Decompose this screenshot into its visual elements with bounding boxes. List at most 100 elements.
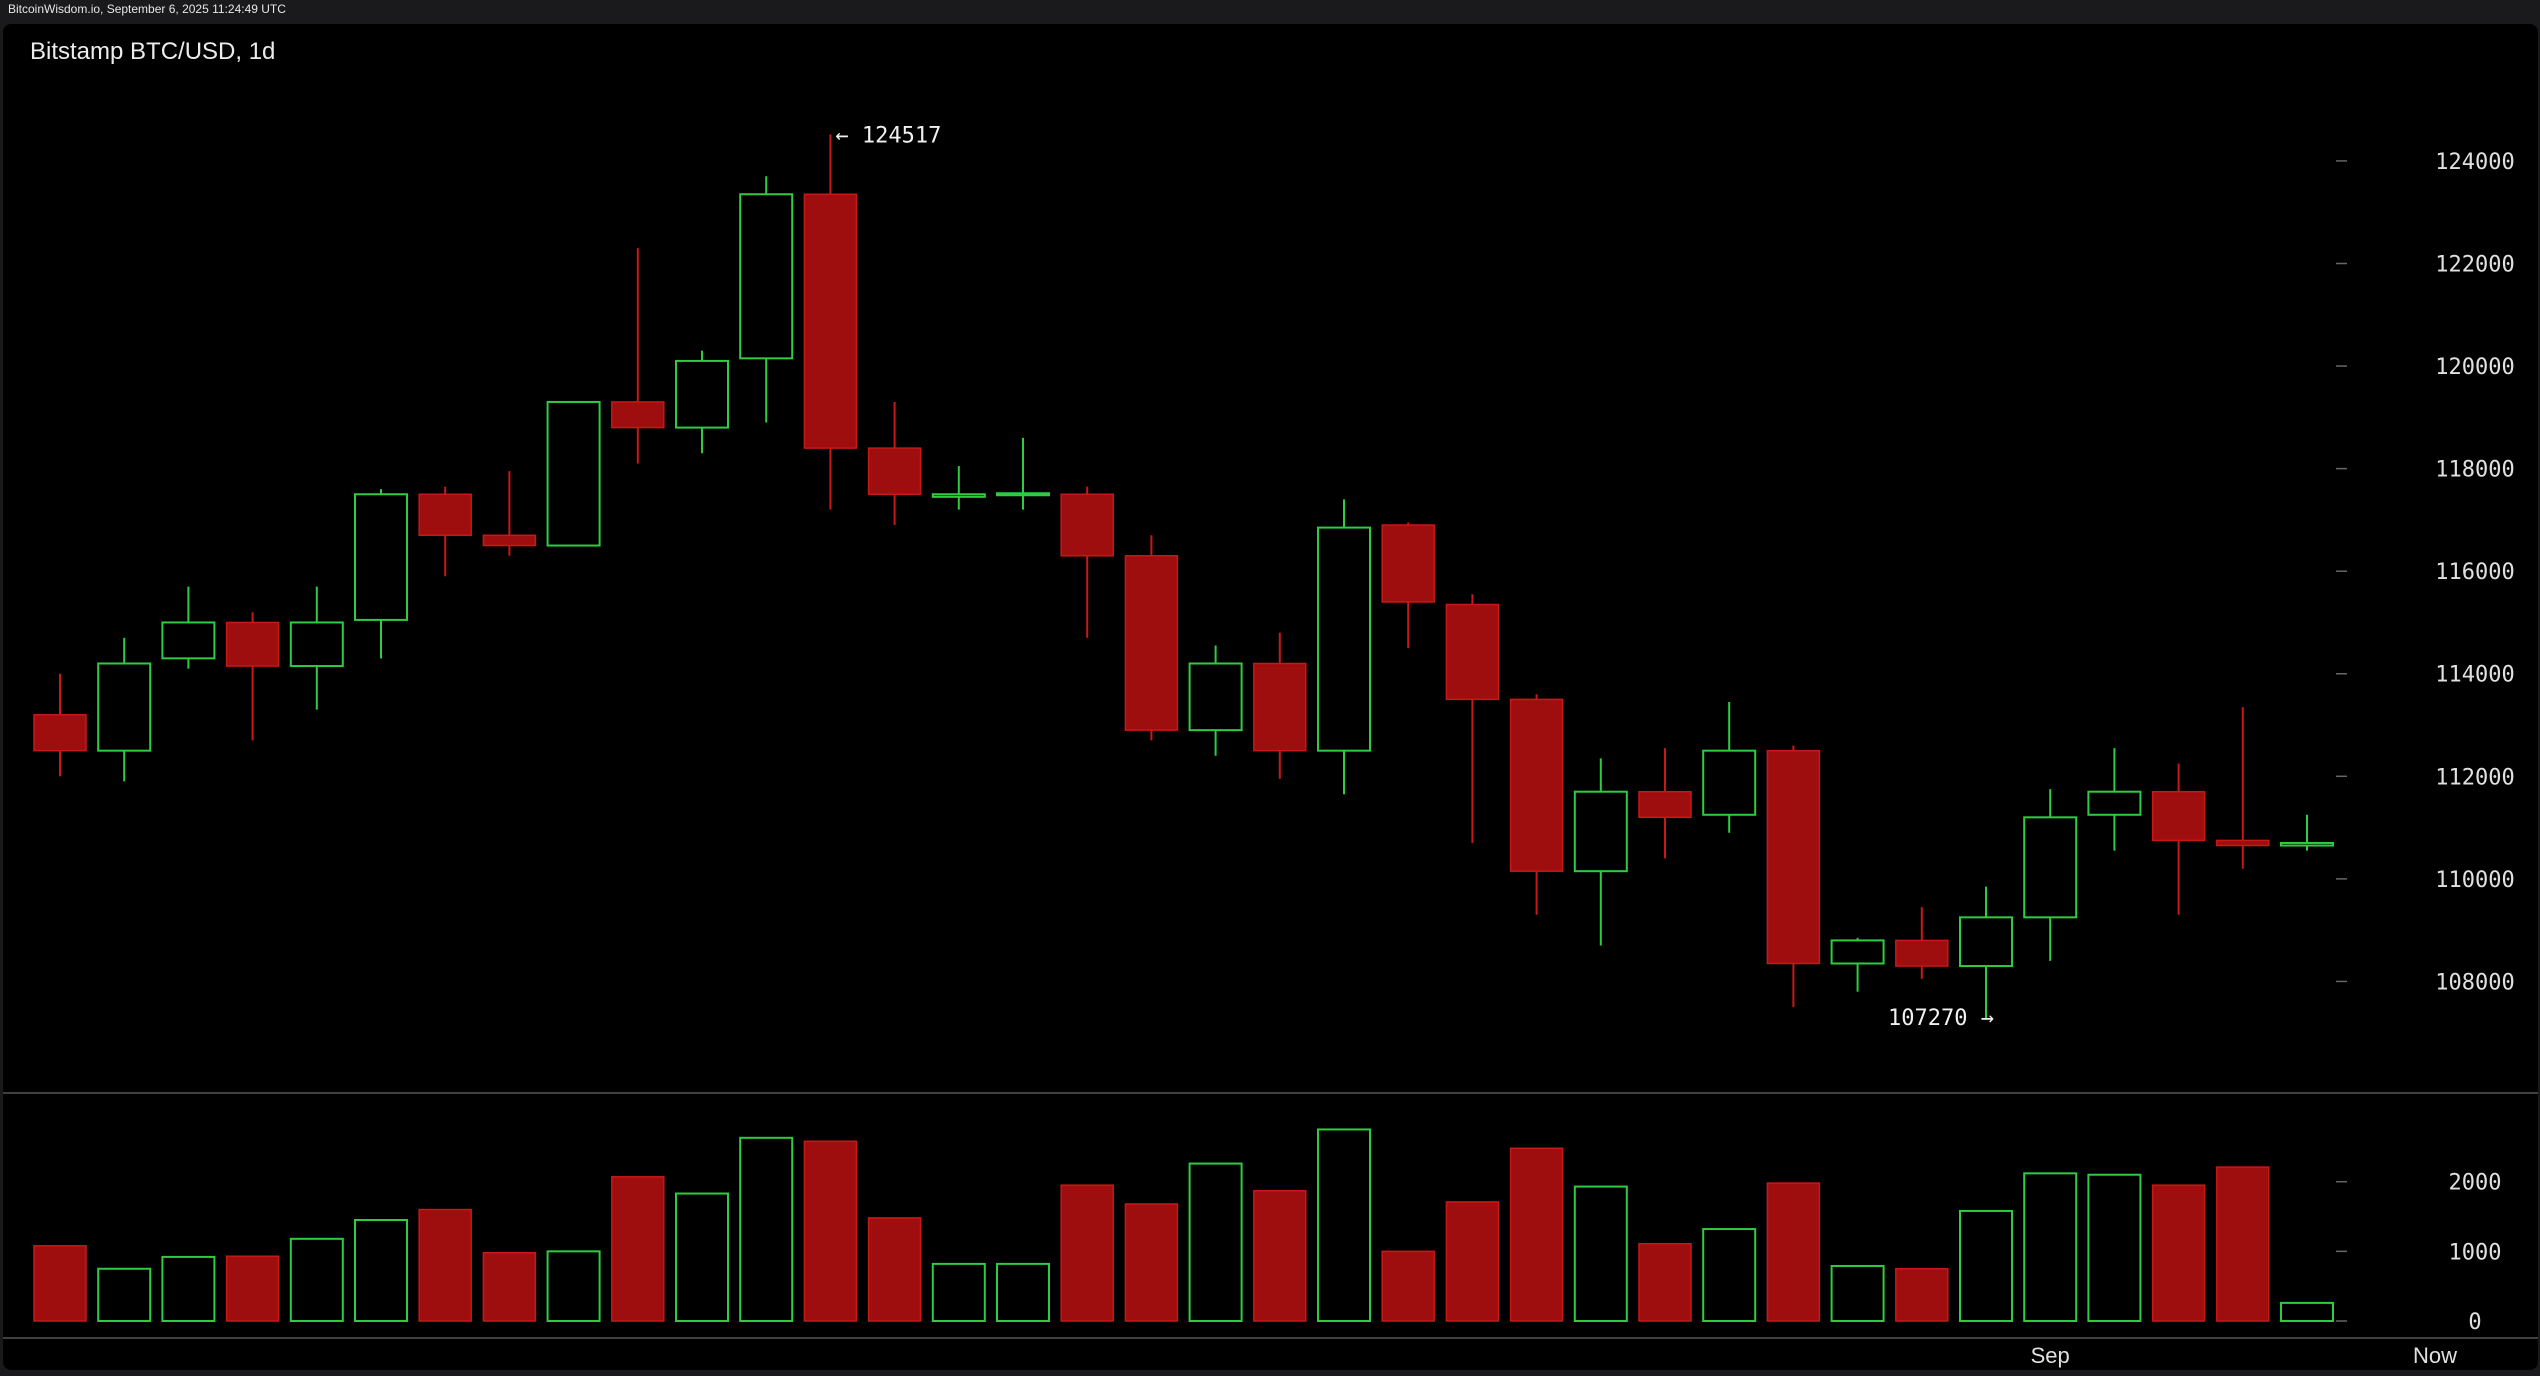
candle-body-up[interactable]: [1830, 939, 1885, 965]
volume-bar-up[interactable]: [996, 1262, 1050, 1323]
candle-body-up[interactable]: [2023, 816, 2078, 919]
candle[interactable]: [867, 401, 922, 526]
candle[interactable]: [1638, 748, 1692, 859]
candle[interactable]: [1445, 594, 1500, 843]
candle[interactable]: [2087, 748, 2142, 851]
candle[interactable]: [1895, 907, 1949, 979]
volume-bar-down[interactable]: [1445, 1201, 1500, 1322]
candle[interactable]: [611, 248, 665, 464]
candle-body-down[interactable]: [482, 534, 537, 547]
volume-bar-up[interactable]: [1573, 1185, 1628, 1323]
candle-body-up[interactable]: [289, 621, 344, 668]
volume-bar-down[interactable]: [1060, 1184, 1114, 1322]
candle[interactable]: [675, 350, 729, 454]
volume-bar-up[interactable]: [289, 1237, 344, 1322]
volume-bar-up[interactable]: [931, 1262, 986, 1323]
volume-bar-down[interactable]: [1124, 1203, 1179, 1322]
candle[interactable]: [1253, 632, 1307, 779]
volume-bar-up[interactable]: [2023, 1172, 2078, 1323]
volume-bar-down[interactable]: [611, 1176, 665, 1322]
volume-bar-up[interactable]: [2087, 1173, 2142, 1322]
volume-bar-down[interactable]: [1895, 1268, 1949, 1322]
volume-bar-up[interactable]: [1702, 1228, 1757, 1322]
candle[interactable]: [1124, 535, 1179, 741]
candle[interactable]: [1317, 499, 1371, 795]
candle[interactable]: [1188, 645, 1243, 756]
candle[interactable]: [2023, 789, 2078, 961]
candle-body-up[interactable]: [97, 662, 152, 752]
volume-bar-up[interactable]: [161, 1255, 216, 1322]
candle-body-down[interactable]: [803, 193, 858, 449]
candle-body-down[interactable]: [225, 621, 280, 667]
candle[interactable]: [1573, 758, 1628, 946]
volume-bar-down[interactable]: [1381, 1250, 1435, 1322]
volume-bar-down[interactable]: [1253, 1189, 1307, 1322]
candle[interactable]: [1060, 486, 1114, 638]
candle[interactable]: [225, 612, 280, 741]
candle-body-up[interactable]: [996, 492, 1050, 497]
candle-body-down[interactable]: [2216, 839, 2270, 847]
chart-panel[interactable]: 108000 110000 112000 114000 116000 118000 1200…: [3, 24, 2538, 1370]
candle[interactable]: [803, 134, 858, 510]
candle-body-down[interactable]: [1381, 524, 1435, 603]
candle-body-down[interactable]: [1895, 939, 1949, 967]
candle[interactable]: [931, 466, 986, 510]
candle-body-down[interactable]: [1509, 698, 1564, 872]
volume-bar-down[interactable]: [867, 1217, 922, 1322]
candle[interactable]: [2216, 707, 2270, 869]
candle[interactable]: [161, 586, 216, 669]
candle-body-down[interactable]: [1253, 662, 1307, 752]
candle-body-down[interactable]: [1766, 749, 1821, 965]
volume-bar-down[interactable]: [33, 1245, 87, 1322]
candle[interactable]: [1959, 886, 2013, 1019]
candle[interactable]: [996, 437, 1050, 510]
candle-body-up[interactable]: [2280, 841, 2334, 847]
candle-body-up[interactable]: [739, 193, 794, 360]
candle-body-down[interactable]: [611, 401, 665, 429]
candle[interactable]: [1766, 745, 1821, 1008]
candle-body-up[interactable]: [2087, 790, 2142, 816]
candle-body-up[interactable]: [161, 621, 216, 660]
candle-body-down[interactable]: [1060, 493, 1114, 557]
volume-bar-down[interactable]: [2216, 1166, 2270, 1322]
candle-body-down[interactable]: [33, 714, 87, 752]
volume-bar-up[interactable]: [1830, 1264, 1885, 1322]
candle-body-up[interactable]: [1317, 526, 1371, 752]
candle[interactable]: [546, 400, 601, 547]
volume-bar-up[interactable]: [739, 1136, 794, 1322]
candle[interactable]: [482, 471, 537, 556]
candle[interactable]: [1509, 694, 1564, 915]
candle-body-up[interactable]: [1188, 662, 1243, 732]
volume-bar-down[interactable]: [418, 1208, 472, 1322]
volume-bar-down[interactable]: [225, 1255, 280, 1322]
candle-body-down[interactable]: [1445, 603, 1500, 701]
candle-body-up[interactable]: [354, 493, 408, 621]
volume-bar-up[interactable]: [675, 1192, 729, 1322]
candle[interactable]: [354, 489, 408, 659]
volume-bar-up[interactable]: [1959, 1209, 2013, 1322]
volume-bar-up[interactable]: [97, 1267, 152, 1323]
volume-bars[interactable]: [33, 1128, 2334, 1323]
candle[interactable]: [289, 586, 344, 710]
volume-bar-up[interactable]: [546, 1250, 601, 1323]
candlestick-chart[interactable]: 108000 110000 112000 114000 116000 118000 1200…: [3, 24, 2538, 1370]
candle-body-up[interactable]: [675, 359, 729, 429]
volume-bar-up[interactable]: [2280, 1301, 2334, 1322]
candle-body-down[interactable]: [418, 493, 472, 537]
volume-bar-down[interactable]: [2151, 1184, 2206, 1322]
volume-bar-down[interactable]: [1509, 1147, 1564, 1322]
candle-body-down[interactable]: [1638, 790, 1692, 819]
candle[interactable]: [739, 176, 794, 423]
volume-bar-up[interactable]: [1188, 1162, 1243, 1323]
candle-body-up[interactable]: [1959, 916, 2013, 968]
volume-bar-down[interactable]: [1638, 1242, 1692, 1322]
candle-body-up[interactable]: [931, 493, 986, 498]
candle-body-up[interactable]: [1702, 749, 1757, 816]
candle-body-down[interactable]: [2151, 790, 2206, 842]
candle[interactable]: [1702, 701, 1757, 833]
candle[interactable]: [1830, 937, 1885, 992]
candle-body-down[interactable]: [1124, 555, 1179, 731]
candle[interactable]: [97, 637, 152, 782]
candle[interactable]: [2280, 814, 2334, 851]
candle-body-down[interactable]: [867, 447, 922, 496]
